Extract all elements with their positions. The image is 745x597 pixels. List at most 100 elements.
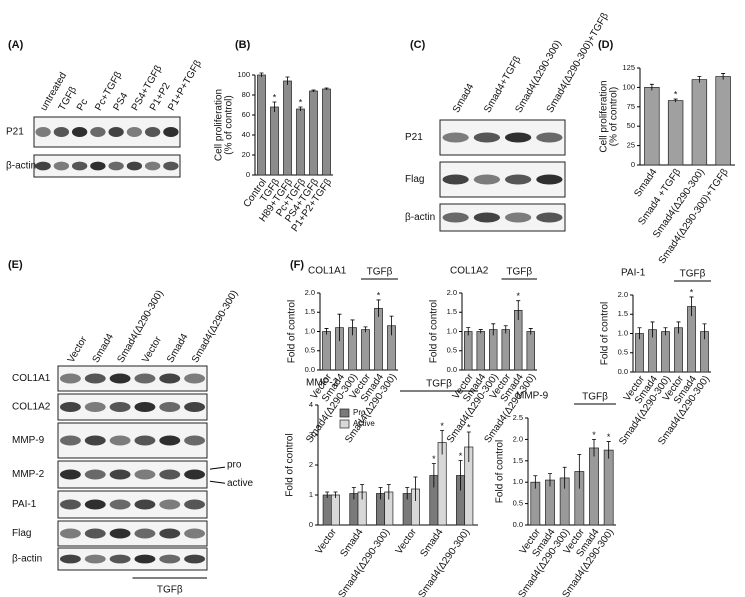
y-tick-label: 2.5 <box>513 413 523 422</box>
band <box>59 469 81 480</box>
significance: * <box>459 451 463 461</box>
error-bar <box>478 329 483 334</box>
significance: * <box>516 291 520 301</box>
band <box>84 499 106 510</box>
band <box>159 373 181 384</box>
y-axis-label: Cell proliferation <box>599 80 610 152</box>
band <box>159 554 181 564</box>
group-label: TGFβ <box>426 379 452 390</box>
group-label: TGFβ <box>367 267 393 278</box>
significance: * <box>690 287 694 297</box>
group-label: TGFβ <box>157 585 183 596</box>
error-bar <box>285 76 290 85</box>
lane-label: Smad4(Δ290-300) <box>115 289 165 365</box>
error-bar <box>533 475 538 489</box>
legend-label: Active <box>353 419 375 428</box>
y-tick-label: 0.0 <box>618 367 628 376</box>
bar <box>270 106 279 176</box>
band <box>134 469 156 480</box>
error-bar <box>440 430 445 455</box>
y-tick-label: 4 <box>309 400 313 409</box>
error-bar <box>350 319 355 336</box>
x-tick-label: Smad4(Δ290-300) <box>416 527 472 597</box>
band <box>159 469 181 480</box>
band <box>84 554 106 564</box>
error-bar <box>311 89 316 92</box>
row-label: COL1A2 <box>12 402 51 413</box>
panel-label: (D) <box>598 39 614 51</box>
error-bar <box>298 106 303 111</box>
error-bar <box>324 87 329 90</box>
band <box>473 132 500 143</box>
y-tick-label: 1.0 <box>447 326 457 335</box>
y-axis-label: Fold of control <box>287 300 298 363</box>
band <box>184 499 206 510</box>
error-bar <box>413 476 418 501</box>
y-tick-label: 0.5 <box>305 346 315 355</box>
band <box>109 528 131 539</box>
row-label: β-actin <box>405 212 435 223</box>
blot-row <box>57 365 208 392</box>
panel-label: (C) <box>410 39 426 51</box>
significance: * <box>440 421 444 431</box>
row-label: MMP-2 <box>12 469 45 480</box>
y-tick-label: 20 <box>242 150 250 159</box>
bar <box>296 108 305 176</box>
blot-row <box>57 520 208 547</box>
bar <box>603 449 614 526</box>
band <box>159 499 181 510</box>
band <box>536 174 563 185</box>
y-axis-label: (% of control) <box>224 95 235 154</box>
band <box>109 402 131 412</box>
band <box>442 212 469 223</box>
significance: * <box>607 432 611 442</box>
significance: * <box>674 89 678 99</box>
y-axis-label: Fold of control <box>429 300 440 363</box>
band <box>163 127 179 137</box>
error-bar <box>562 466 567 489</box>
y-tick-label: 0 <box>309 520 313 529</box>
y-tick-label: 1.5 <box>305 307 315 316</box>
y-tick-label: 0.5 <box>447 346 457 355</box>
error-bar <box>337 313 342 342</box>
band <box>35 127 51 137</box>
y-tick-label: 2.0 <box>618 290 628 299</box>
band <box>59 499 81 510</box>
error-bar <box>466 327 471 336</box>
significance: * <box>299 97 303 107</box>
error-bar <box>689 296 694 317</box>
bar <box>437 442 447 526</box>
blot-row <box>57 393 208 421</box>
significance: * <box>467 422 471 432</box>
bar <box>661 331 670 373</box>
band <box>163 161 179 171</box>
error-bar <box>577 453 582 489</box>
bar <box>674 327 683 373</box>
bar <box>322 494 332 526</box>
x-tick-label: Smad4(Δ290-300) <box>336 527 392 597</box>
error-bar <box>491 323 496 336</box>
bar <box>644 87 660 166</box>
group-label: TGFβ <box>506 267 532 278</box>
blot-row <box>57 460 208 489</box>
blot-row <box>57 547 208 571</box>
band <box>53 127 70 137</box>
bar <box>330 494 340 526</box>
band <box>109 469 131 480</box>
band <box>134 554 156 564</box>
y-tick-label: 1.0 <box>513 477 523 486</box>
y-axis-label: Fold of control <box>600 302 611 365</box>
row-label: Flag <box>405 174 424 185</box>
error-bar <box>458 460 463 491</box>
bar <box>476 331 485 371</box>
row-label: P21 <box>405 132 423 143</box>
row-label: P21 <box>6 127 24 138</box>
row-label: Flag <box>12 528 31 539</box>
blot-row <box>33 154 181 178</box>
bar <box>489 329 498 371</box>
error-bar <box>405 487 410 500</box>
band <box>90 161 106 171</box>
error-bar <box>259 72 264 77</box>
error-bar <box>431 463 436 488</box>
band <box>126 127 143 137</box>
